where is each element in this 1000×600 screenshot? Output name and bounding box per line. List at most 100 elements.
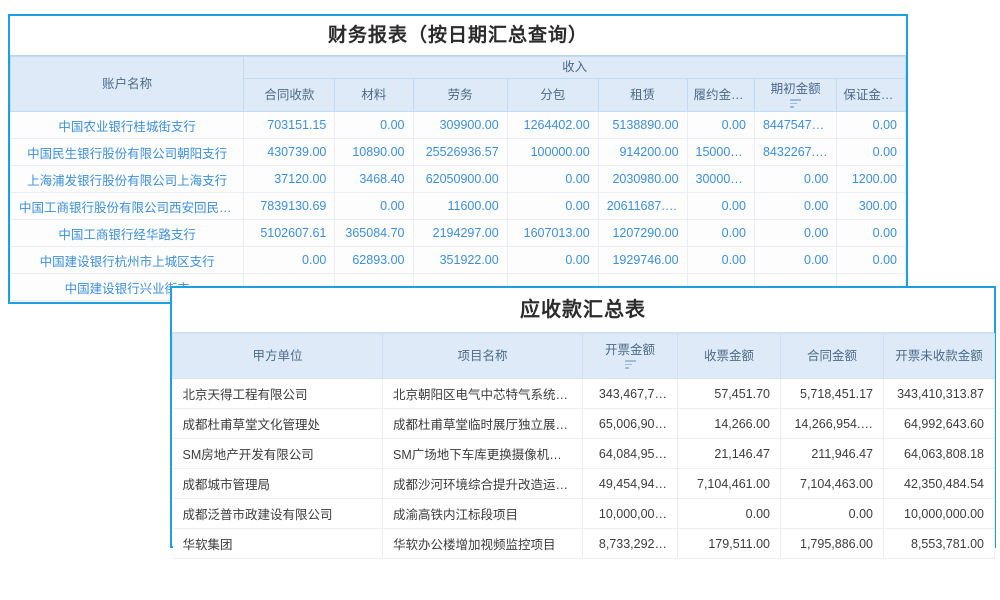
cell-value: 0.00 bbox=[506, 192, 599, 220]
cell-invoiced-amount: 343,467,7… bbox=[582, 378, 678, 409]
receivable-col-received-amount[interactable]: 收票金额 bbox=[677, 333, 781, 379]
finance-col-lease[interactable]: 租赁 bbox=[597, 78, 688, 112]
cell-value: 300.00 bbox=[836, 192, 906, 220]
cell-value: 0.00 bbox=[506, 246, 599, 274]
receivable-header-row: 甲方单位 项目名称 开票金额 收票金额 合同金额 开票未收款金额 bbox=[172, 333, 995, 379]
receivable-report-title: 应收款汇总表 bbox=[172, 288, 994, 333]
cell-value: 914200.00 bbox=[597, 138, 688, 166]
cell-invoiced-amount: 65,006,90… bbox=[582, 408, 678, 439]
finance-report-title: 财务报表（按日期汇总查询） bbox=[10, 16, 906, 56]
cell-unpaid-amount: 343,410,313.87 bbox=[883, 378, 995, 409]
cell-value: 62893.00 bbox=[334, 246, 414, 274]
cell-project-name: 成渝高铁内江标段项目 bbox=[382, 498, 583, 529]
cell-value: 0.00 bbox=[753, 219, 838, 247]
cell-value: 0.00 bbox=[753, 165, 838, 193]
cell-received-amount: 14,266.00 bbox=[677, 408, 781, 439]
finance-col-label: 劳务 bbox=[447, 87, 473, 102]
finance-report-panel: 财务报表（按日期汇总查询） 账户名称 收入 合同收款 材料 劳务 bbox=[8, 14, 908, 304]
cell-value: 5102607.61 bbox=[243, 219, 336, 247]
finance-table-body: 中国农业银行桂城街支行 703151.15 0.00 309900.00 126… bbox=[9, 111, 906, 301]
cell-received-amount: 0.00 bbox=[677, 498, 781, 529]
cell-unpaid-amount: 64,992,643.60 bbox=[883, 408, 995, 439]
cell-value: 0.00 bbox=[753, 192, 838, 220]
cell-value: 0.00 bbox=[334, 111, 414, 139]
table-row[interactable]: 上海浦发银行股份有限公司上海支行 37120.00 3468.40 620509… bbox=[9, 165, 906, 193]
table-row[interactable]: 北京天得工程有限公司 北京朝阳区电气中芯特气系统… 343,467,7… 57,… bbox=[172, 378, 995, 409]
receivable-col-label: 项目名称 bbox=[457, 348, 508, 363]
finance-col-deposit-recovery[interactable]: 保证金回收 bbox=[836, 78, 906, 112]
cell-value: 8432267.65 bbox=[753, 138, 838, 166]
cell-project-name: 华软办公楼增加视频监控项目 bbox=[382, 528, 583, 559]
table-row[interactable]: 中国工商银行股份有限公司西安回民街支 7839130.69 0.00 11600… bbox=[9, 192, 906, 220]
table-row[interactable]: 华软集团 华软办公楼增加视频监控项目 8,733,292… 179,511.00… bbox=[172, 528, 995, 559]
receivable-col-unpaid-amount[interactable]: 开票未收款金额 bbox=[883, 333, 995, 379]
cell-invoiced-amount: 10,000,00… bbox=[582, 498, 678, 529]
cell-account: 中国工商银行股份有限公司西安回民街支 bbox=[9, 192, 245, 220]
receivable-col-party-a[interactable]: 甲方单位 bbox=[172, 333, 383, 379]
receivable-col-project-name[interactable]: 项目名称 bbox=[382, 333, 583, 379]
cell-value: 0.00 bbox=[836, 138, 906, 166]
finance-col-opening-amount[interactable]: 期初金额 bbox=[753, 78, 838, 112]
cell-party-a: 华软集团 bbox=[172, 528, 383, 559]
finance-col-account[interactable]: 账户名称 bbox=[9, 56, 245, 112]
cell-account: 中国农业银行桂城街支行 bbox=[9, 111, 245, 139]
cell-value: 0.00 bbox=[506, 165, 599, 193]
cell-value: 30000.00 bbox=[686, 165, 755, 193]
cell-invoiced-amount: 64,084,95… bbox=[582, 438, 678, 469]
cell-value: 365084.70 bbox=[334, 219, 414, 247]
cell-value: 1264402.00 bbox=[506, 111, 599, 139]
cell-value: 25526936.57 bbox=[412, 138, 508, 166]
finance-col-label: 材料 bbox=[361, 87, 387, 102]
receivable-col-invoiced-amount[interactable]: 开票金额 bbox=[582, 333, 678, 379]
cell-value: 0.00 bbox=[686, 192, 755, 220]
cell-project-name: 成都沙河环境综合提升改造运… bbox=[382, 468, 583, 499]
finance-col-contract-receipt[interactable]: 合同收款 bbox=[243, 78, 336, 112]
cell-project-name: SM广场地下车库更换摄像机及… bbox=[382, 438, 583, 469]
receivable-col-label: 开票未收款金额 bbox=[895, 348, 983, 363]
sort-icon[interactable] bbox=[790, 99, 802, 108]
finance-col-label: 合同收款 bbox=[264, 87, 315, 102]
cell-value: 0.00 bbox=[836, 111, 906, 139]
cell-value: 100000.00 bbox=[506, 138, 599, 166]
cell-value: 62050900.00 bbox=[412, 165, 508, 193]
cell-contract-amount: 0.00 bbox=[780, 498, 884, 529]
table-row[interactable]: 中国工商银行经华路支行 5102607.61 365084.70 2194297… bbox=[9, 219, 906, 247]
cell-account: 中国建设银行杭州市上城区支行 bbox=[9, 246, 245, 274]
cell-unpaid-amount: 64,063,808.18 bbox=[883, 438, 995, 469]
cell-contract-amount: 211,946.47 bbox=[780, 438, 884, 469]
finance-col-labor[interactable]: 劳务 bbox=[412, 78, 508, 112]
cell-value: 2194297.00 bbox=[412, 219, 508, 247]
cell-value: 703151.15 bbox=[243, 111, 336, 139]
finance-col-performance-bond-recovery[interactable]: 履约金回收 bbox=[686, 78, 755, 112]
receivable-col-contract-amount[interactable]: 合同金额 bbox=[780, 333, 884, 379]
table-row[interactable]: 中国民生银行股份有限公司朝阳支行 430739.00 10890.00 2552… bbox=[9, 138, 906, 166]
finance-header-group-row: 账户名称 收入 bbox=[9, 56, 906, 112]
cell-contract-amount: 5,718,451.17 bbox=[780, 378, 884, 409]
table-row[interactable]: 成都杜甫草堂文化管理处 成都杜甫草堂临时展厅独立展… 65,006,90… 14… bbox=[172, 408, 995, 439]
cell-value: 1200.00 bbox=[836, 165, 906, 193]
table-row[interactable]: SM房地产开发有限公司 SM广场地下车库更换摄像机及… 64,084,95… 2… bbox=[172, 438, 995, 469]
cell-value: 0.00 bbox=[686, 219, 755, 247]
finance-col-material[interactable]: 材料 bbox=[334, 78, 414, 112]
cell-value: 1929746.00 bbox=[597, 246, 688, 274]
cell-account: 中国民生银行股份有限公司朝阳支行 bbox=[9, 138, 245, 166]
finance-col-label: 保证金回收 bbox=[843, 87, 906, 102]
cell-unpaid-amount: 8,553,781.00 bbox=[883, 528, 995, 559]
sort-icon[interactable] bbox=[624, 360, 636, 369]
cell-account: 上海浦发银行股份有限公司上海支行 bbox=[9, 165, 245, 193]
table-row[interactable]: 成都城市管理局 成都沙河环境综合提升改造运… 49,454,94… 7,104,… bbox=[172, 468, 995, 499]
finance-group-income: 收入 bbox=[243, 56, 906, 79]
cell-project-name: 成都杜甫草堂临时展厅独立展… bbox=[382, 408, 583, 439]
cell-party-a: 北京天得工程有限公司 bbox=[172, 378, 383, 409]
cell-value: 3468.40 bbox=[334, 165, 414, 193]
finance-col-label: 履约金回收 bbox=[693, 87, 755, 102]
cell-value: 5138890.00 bbox=[597, 111, 688, 139]
table-row[interactable]: 中国农业银行桂城街支行 703151.15 0.00 309900.00 126… bbox=[9, 111, 906, 139]
table-row[interactable]: 成都泛普市政建设有限公司 成渝高铁内江标段项目 10,000,00… 0.00 … bbox=[172, 498, 995, 529]
cell-contract-amount: 7,104,463.00 bbox=[780, 468, 884, 499]
finance-col-subcontract[interactable]: 分包 bbox=[506, 78, 599, 112]
cell-value: 11600.00 bbox=[412, 192, 508, 220]
cell-value: 430739.00 bbox=[243, 138, 336, 166]
table-row[interactable]: 中国建设银行杭州市上城区支行 0.00 62893.00 351922.00 0… bbox=[9, 246, 906, 274]
receivable-report-table: 甲方单位 项目名称 开票金额 收票金额 合同金额 开票未收款金额 bbox=[172, 333, 995, 559]
